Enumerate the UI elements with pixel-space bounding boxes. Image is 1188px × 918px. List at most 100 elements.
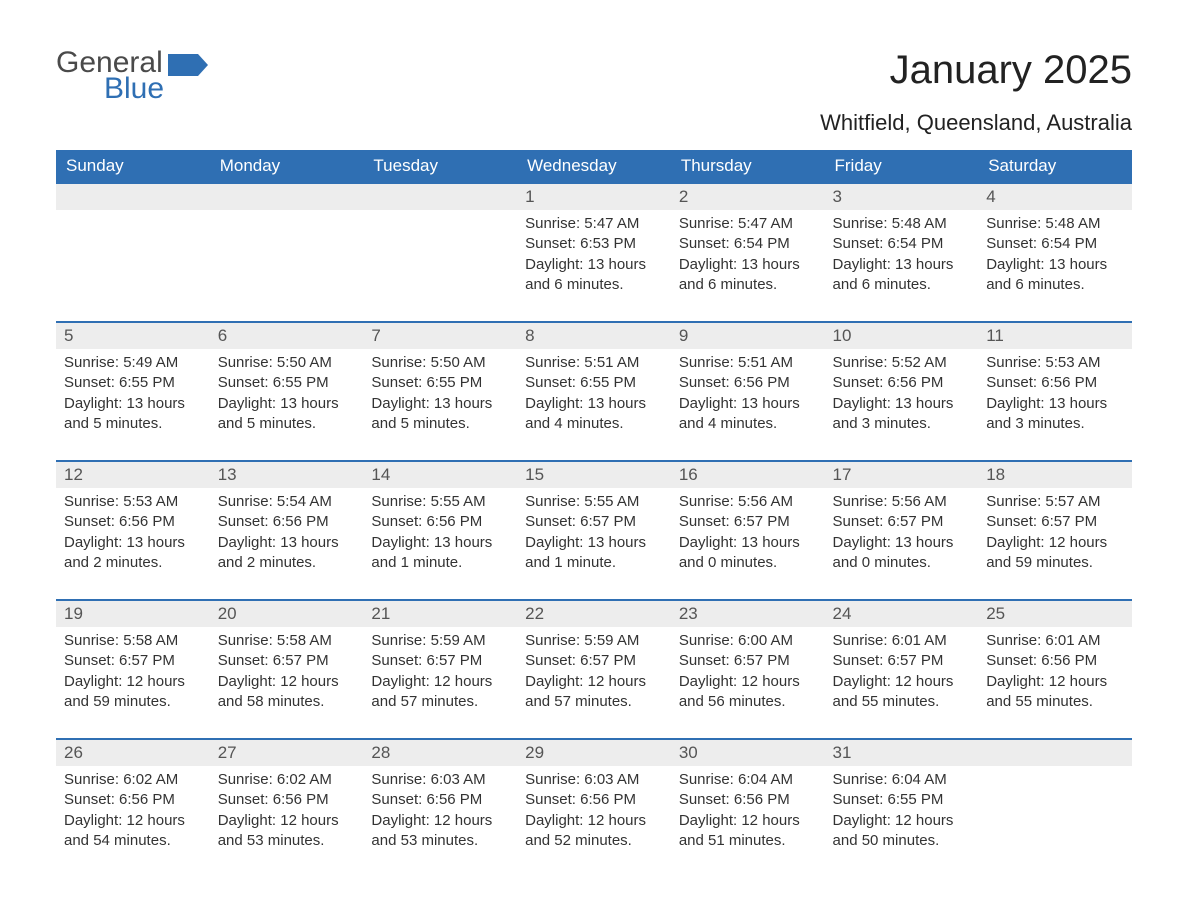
calendar-cell: 25Sunrise: 6:01 AMSunset: 6:56 PMDayligh… xyxy=(978,600,1132,739)
sunset-text: Sunset: 6:56 PM xyxy=(525,790,663,810)
sunset-text: Sunset: 6:54 PM xyxy=(679,234,817,254)
sunset-text: Sunset: 6:57 PM xyxy=(679,651,817,671)
sunrise-text: Sunrise: 5:56 AM xyxy=(679,492,817,512)
page-subtitle: Whitfield, Queensland, Australia xyxy=(56,110,1132,136)
day-number: 21 xyxy=(363,601,517,627)
daylight-text: Daylight: 13 hours and 5 minutes. xyxy=(371,394,509,435)
day-body: Sunrise: 5:51 AMSunset: 6:55 PMDaylight:… xyxy=(517,349,671,460)
calendar-cell: 29Sunrise: 6:03 AMSunset: 6:56 PMDayligh… xyxy=(517,739,671,877)
daylight-text: Daylight: 13 hours and 0 minutes. xyxy=(679,533,817,574)
sunset-text: Sunset: 6:56 PM xyxy=(371,512,509,532)
calendar-cell: 20Sunrise: 5:58 AMSunset: 6:57 PMDayligh… xyxy=(210,600,364,739)
sunrise-text: Sunrise: 5:48 AM xyxy=(833,214,971,234)
daylight-text: Daylight: 12 hours and 55 minutes. xyxy=(833,672,971,713)
day-number: 14 xyxy=(363,462,517,488)
calendar-week: 19Sunrise: 5:58 AMSunset: 6:57 PMDayligh… xyxy=(56,600,1132,739)
day-number: 18 xyxy=(978,462,1132,488)
sunset-text: Sunset: 6:56 PM xyxy=(679,373,817,393)
sunrise-text: Sunrise: 6:04 AM xyxy=(833,770,971,790)
day-number xyxy=(210,184,364,210)
sunrise-text: Sunrise: 5:50 AM xyxy=(218,353,356,373)
sunrise-text: Sunrise: 6:04 AM xyxy=(679,770,817,790)
sunrise-text: Sunrise: 5:51 AM xyxy=(525,353,663,373)
calendar-cell: 16 Sunrise: 5:56 AMSunset: 6:57 PMDayligh… xyxy=(671,461,825,600)
calendar-cell: 23Sunrise: 6:00 AMSunset: 6:57 PMDayligh… xyxy=(671,600,825,739)
sunrise-text: Sunrise: 6:01 AM xyxy=(833,631,971,651)
day-number: 5 xyxy=(56,323,210,349)
day-number: 30 xyxy=(671,740,825,766)
daylight-text: Daylight: 13 hours and 2 minutes. xyxy=(64,533,202,574)
day-number: 6 xyxy=(210,323,364,349)
sunrise-text: Sunrise: 5:58 AM xyxy=(218,631,356,651)
day-number: 16 xyxy=(671,462,825,488)
sunset-text: Sunset: 6:57 PM xyxy=(833,512,971,532)
calendar-week: 1Sunrise: 5:47 AMSunset: 6:53 PMDaylight… xyxy=(56,183,1132,322)
day-body: Sunrise: 6:02 AMSunset: 6:56 PMDaylight:… xyxy=(210,766,364,877)
logo: General Blue xyxy=(56,48,208,104)
sunset-text: Sunset: 6:56 PM xyxy=(679,790,817,810)
sunset-text: Sunset: 6:55 PM xyxy=(525,373,663,393)
daylight-text: Daylight: 12 hours and 58 minutes. xyxy=(218,672,356,713)
day-number: 26 xyxy=(56,740,210,766)
sunrise-text: Sunrise: 5:53 AM xyxy=(64,492,202,512)
daylight-text: Daylight: 12 hours and 52 minutes. xyxy=(525,811,663,852)
calendar-cell: 7Sunrise: 5:50 AMSunset: 6:55 PMDaylight… xyxy=(363,322,517,461)
sunrise-text: Sunrise: 5:51 AM xyxy=(679,353,817,373)
daylight-text: Daylight: 12 hours and 57 minutes. xyxy=(525,672,663,713)
sunrise-text: Sunrise: 5:47 AM xyxy=(679,214,817,234)
sunset-text: Sunset: 6:57 PM xyxy=(525,651,663,671)
sunset-text: Sunset: 6:57 PM xyxy=(218,651,356,671)
daylight-text: Daylight: 12 hours and 56 minutes. xyxy=(679,672,817,713)
calendar-cell: 3Sunrise: 5:48 AMSunset: 6:54 PMDaylight… xyxy=(825,183,979,322)
calendar-body: 1Sunrise: 5:47 AMSunset: 6:53 PMDaylight… xyxy=(56,183,1132,877)
daylight-text: Daylight: 13 hours and 1 minute. xyxy=(371,533,509,574)
sunrise-text: Sunrise: 6:03 AM xyxy=(371,770,509,790)
calendar-cell xyxy=(210,183,364,322)
calendar-week: 5 Sunrise: 5:49 AM Sunset: 6:55 PM Daylight… xyxy=(56,322,1132,461)
flag-icon xyxy=(168,54,208,76)
calendar-cell: 30Sunrise: 6:04 AMSunset: 6:56 PMDayligh… xyxy=(671,739,825,877)
sunset-text: Sunset: 6:56 PM xyxy=(218,790,356,810)
sunset-text: Sunset: 6:57 PM xyxy=(679,512,817,532)
day-body: Sunrise: 5:58 AMSunset: 6:57 PMDaylight:… xyxy=(56,627,210,738)
calendar-cell: 14 Sunrise: 5:55 AMSunset: 6:56 PMDayligh… xyxy=(363,461,517,600)
day-number: 19 xyxy=(56,601,210,627)
sunset-text: Sunset: 6:56 PM xyxy=(833,373,971,393)
sunset-text: Sunset: 6:57 PM xyxy=(64,651,202,671)
sunrise-text: Sunrise: 5:49 AM xyxy=(64,353,202,373)
day-number: 8 xyxy=(517,323,671,349)
day-number xyxy=(978,740,1132,766)
sunset-text: Sunset: 6:56 PM xyxy=(218,512,356,532)
day-number: 28 xyxy=(363,740,517,766)
day-body: Sunrise: 6:01 AMSunset: 6:56 PMDaylight:… xyxy=(978,627,1132,738)
calendar-cell: 12Sunrise: 5:53 AMSunset: 6:56 PMDayligh… xyxy=(56,461,210,600)
calendar-cell xyxy=(56,183,210,322)
sunrise-text: Sunrise: 5:59 AM xyxy=(525,631,663,651)
calendar-cell: 31Sunrise: 6:04 AMSunset: 6:55 PMDayligh… xyxy=(825,739,979,877)
calendar-cell: 17Sunrise: 5:56 AMSunset: 6:57 PMDayligh… xyxy=(825,461,979,600)
daylight-text: Daylight: 13 hours and 6 minutes. xyxy=(525,255,663,296)
calendar-cell: 26Sunrise: 6:02 AMSunset: 6:56 PMDayligh… xyxy=(56,739,210,877)
calendar-cell: 18Sunrise: 5:57 AMSunset: 6:57 PMDayligh… xyxy=(978,461,1132,600)
day-body: Sunrise: 5:57 AMSunset: 6:57 PMDaylight:… xyxy=(978,488,1132,599)
sunrise-text: Sunrise: 5:55 AM xyxy=(371,492,509,512)
day-body: Sunrise: 5:50 AMSunset: 6:55 PMDaylight:… xyxy=(210,349,364,460)
day-body: Sunrise: 5:51 AMSunset: 6:56 PMDaylight:… xyxy=(671,349,825,460)
daylight-text: Daylight: 12 hours and 55 minutes. xyxy=(986,672,1124,713)
day-body: Sunrise: 6:00 AMSunset: 6:57 PMDaylight:… xyxy=(671,627,825,738)
logo-text: General Blue xyxy=(56,48,164,104)
day-body: Sunrise: 6:04 AMSunset: 6:56 PMDaylight:… xyxy=(671,766,825,877)
day-number xyxy=(363,184,517,210)
day-number: 9 xyxy=(671,323,825,349)
daylight-text: Daylight: 13 hours and 5 minutes. xyxy=(218,394,356,435)
calendar-cell: 5Sunrise: 5:49 AMSunset: 6:55 PMDaylight… xyxy=(56,322,210,461)
sunrise-text: Sunrise: 6:03 AM xyxy=(525,770,663,790)
day-body: Sunrise: 6:04 AMSunset: 6:55 PMDaylight:… xyxy=(825,766,979,877)
sunrise-text: Sunrise: 5:52 AM xyxy=(833,353,971,373)
day-body: Sunrise: 5:58 AMSunset: 6:57 PMDaylight:… xyxy=(210,627,364,738)
sunrise-text: Sunrise: 6:01 AM xyxy=(986,631,1124,651)
day-body: Sunrise: 5:59 AMSunset: 6:57 PMDaylight:… xyxy=(363,627,517,738)
sunset-text: Sunset: 6:54 PM xyxy=(986,234,1124,254)
sunset-text: Sunset: 6:57 PM xyxy=(833,651,971,671)
daylight-text: Daylight: 13 hours and 6 minutes. xyxy=(986,255,1124,296)
